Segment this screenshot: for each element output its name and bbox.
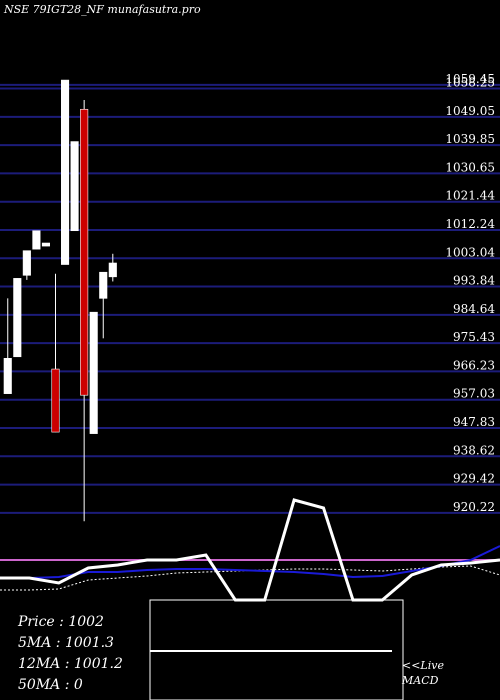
candle-body xyxy=(3,358,12,394)
candle-body xyxy=(13,278,22,358)
y-tick-label: 1003.04 xyxy=(445,245,495,259)
ma50-value: 50MA : 0 xyxy=(18,677,83,693)
macd-ema-dotted-line xyxy=(0,565,500,591)
candle-body xyxy=(60,79,70,265)
y-tick-label: 1049.05 xyxy=(445,104,495,118)
candles xyxy=(3,79,117,522)
y-tick-label: 1059.45 xyxy=(445,72,495,86)
ma5-value: 5MA : 1001.3 xyxy=(18,635,114,651)
y-tick-label: 920.22 xyxy=(453,500,495,514)
candle-body xyxy=(80,108,89,396)
candle-body xyxy=(89,311,98,434)
candle-body xyxy=(51,368,60,433)
candle-body xyxy=(108,262,117,278)
macd-panel xyxy=(0,498,500,700)
y-tick-label: 1058.25 xyxy=(445,76,495,90)
chart-title: NSE 79IGT28_NF munafasutra.pro xyxy=(4,3,201,16)
ma12-value: 12MA : 1001.2 xyxy=(18,656,123,672)
y-tick-label: 947.83 xyxy=(453,415,495,429)
candle-body xyxy=(22,250,31,276)
y-tick-label: 966.23 xyxy=(453,358,495,372)
candle-body xyxy=(70,141,79,232)
macd-signal-line xyxy=(0,498,500,602)
candle-body xyxy=(32,230,41,250)
price-value: Price : 1002 xyxy=(18,614,104,630)
price-info: Price : 1002 5MA : 1001.3 12MA : 1001.2 … xyxy=(18,612,123,696)
y-tick-label: 929.42 xyxy=(453,472,495,486)
macd-label-live: <<Live xyxy=(402,659,444,672)
y-tick-label: 984.64 xyxy=(453,302,495,316)
y-tick-label: 938.62 xyxy=(453,443,495,457)
y-tick-label: 975.43 xyxy=(453,330,495,344)
y-tick-label: 957.03 xyxy=(453,387,495,401)
y-tick-label: 1030.65 xyxy=(445,160,495,174)
macd-ma-line xyxy=(0,545,500,579)
y-tick-label: 1039.85 xyxy=(445,132,495,146)
macd-label: <<Live MACD xyxy=(402,658,444,688)
candle-body xyxy=(41,242,51,247)
y-tick-label: 993.84 xyxy=(453,274,495,288)
candle-body xyxy=(99,271,108,299)
macd-label-name: MACD xyxy=(402,674,439,687)
y-tick-label: 1012.24 xyxy=(445,217,495,231)
y-tick-label: 1021.44 xyxy=(445,189,495,203)
